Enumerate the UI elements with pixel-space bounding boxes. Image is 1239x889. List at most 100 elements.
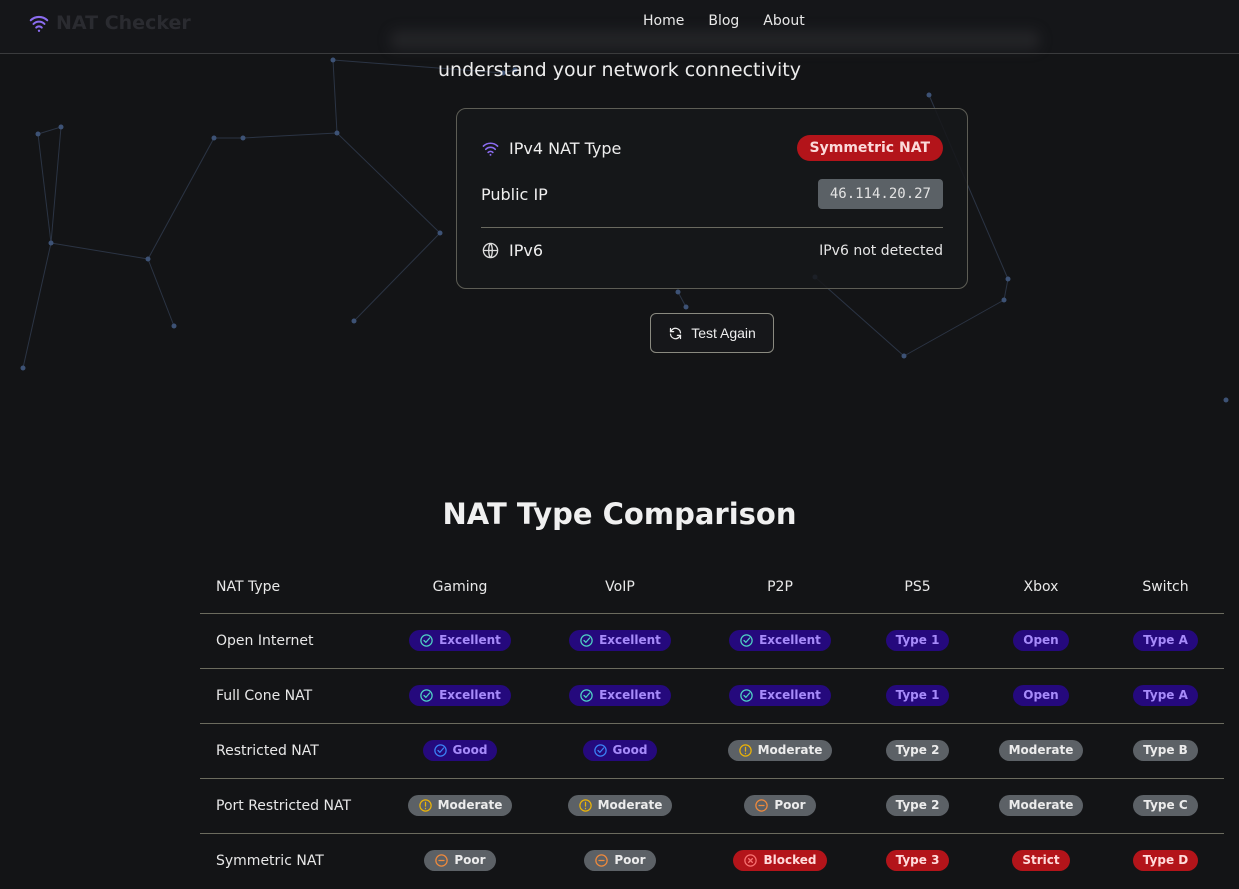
- column-header: Gaming: [380, 562, 540, 614]
- network-node: [675, 289, 681, 295]
- check-circle-icon: [740, 633, 753, 647]
- column-header: Switch: [1107, 562, 1224, 614]
- table-row: Open Internet Excellent Excellent Excellent…: [200, 613, 1224, 669]
- network-link: [903, 299, 1005, 357]
- column-header: VoIP: [540, 562, 700, 614]
- nat-type-name: Restricted NAT: [200, 723, 380, 779]
- rating-badge: Poor: [584, 849, 656, 871]
- minus-circle-icon: [435, 854, 449, 867]
- network-node: [926, 92, 932, 98]
- wifi-icon: [29, 15, 49, 32]
- result-card: IPv4 NAT Type Symmetric NAT Public IP 46…: [456, 108, 968, 289]
- network-node: [437, 230, 443, 236]
- rating-badge: Moderate: [998, 740, 1084, 761]
- column-header: NAT Type: [200, 562, 380, 614]
- rating-badge: Moderate: [407, 794, 513, 816]
- rating-label: Type 2: [895, 798, 940, 812]
- public-ip-value[interactable]: 46.114.20.27: [817, 179, 943, 209]
- check-circle-icon: [420, 633, 433, 647]
- network-link: [336, 132, 441, 234]
- rating-label: Type B: [1143, 743, 1188, 757]
- logo[interactable]: NAT Checker: [28, 12, 191, 34]
- nat-type-badge: Symmetric NAT: [796, 135, 943, 161]
- table-cell: Type 1: [860, 613, 975, 669]
- rating-label: Poor: [614, 852, 646, 867]
- rating-label: Moderate: [1008, 798, 1074, 812]
- rating-badge: Strict: [1012, 850, 1070, 872]
- table-cell: Moderate: [975, 723, 1107, 779]
- rating-badge: Open: [1013, 685, 1069, 706]
- table-cell: Type A: [1107, 613, 1224, 669]
- table-cell: Excellent: [540, 613, 700, 669]
- rating-badge: Excellent: [569, 629, 671, 651]
- check-circle-icon: [740, 688, 753, 702]
- network-node: [20, 365, 26, 371]
- table-cell: Type A: [1107, 668, 1224, 724]
- network-link: [37, 133, 52, 244]
- table-cell: Poor: [540, 833, 700, 888]
- network-link: [50, 126, 62, 244]
- table-cell: Excellent: [380, 613, 540, 669]
- network-node: [683, 304, 689, 310]
- ipv4-label: IPv4 NAT Type: [509, 138, 622, 158]
- rating-label: Type 3: [895, 853, 940, 868]
- network-node: [35, 131, 41, 137]
- main-nav: Home Blog About: [643, 13, 805, 29]
- rating-label: Moderate: [757, 742, 823, 757]
- network-node: [145, 256, 151, 262]
- table-cell: Open: [975, 613, 1107, 669]
- minus-circle-icon: [755, 798, 769, 812]
- nav-blog[interactable]: Blog: [708, 13, 740, 29]
- network-link: [22, 242, 52, 369]
- rating-badge: Type C: [1133, 795, 1198, 816]
- rating-badge: Excellent: [409, 684, 511, 706]
- nat-type-name: Open Internet: [200, 613, 380, 669]
- rating-label: Excellent: [599, 687, 661, 702]
- comparison-table: NAT Type Gaming VoIP P2P PS5 Xbox Switch Open …: [200, 562, 1224, 888]
- rating-badge: Good: [582, 739, 658, 761]
- network-link: [332, 59, 338, 134]
- table-cell: Poor: [380, 833, 540, 888]
- table-cell: Excellent: [380, 668, 540, 724]
- network-node: [334, 130, 340, 136]
- rating-badge: Excellent: [729, 684, 831, 706]
- table-cell: Strict: [975, 833, 1107, 888]
- header: NAT Checker Home Blog About: [0, 0, 1239, 54]
- rating-label: Excellent: [759, 632, 821, 647]
- rating-label: Type A: [1143, 688, 1188, 702]
- rating-badge: Poor: [744, 794, 816, 816]
- test-again-button[interactable]: Test Again: [650, 313, 774, 353]
- rating-label: Open: [1023, 633, 1059, 647]
- table-cell: Type B: [1107, 723, 1224, 779]
- nav-about[interactable]: About: [763, 13, 805, 29]
- nat-type-name: Full Cone NAT: [200, 668, 380, 724]
- rating-badge: Type 1: [885, 630, 950, 651]
- rating-badge: Type 1: [885, 685, 950, 706]
- rating-label: Type D: [1142, 853, 1189, 868]
- network-link: [242, 132, 338, 139]
- network-node: [500, 70, 506, 76]
- rating-label: Moderate: [437, 797, 503, 812]
- network-node: [240, 135, 246, 141]
- minus-circle-icon: [595, 854, 609, 867]
- network-node: [48, 240, 54, 246]
- nat-type-name: Port Restricted NAT: [200, 778, 380, 834]
- column-header: PS5: [860, 562, 975, 614]
- rating-label: Type A: [1143, 633, 1188, 647]
- alert-circle-icon: [738, 743, 752, 757]
- wifi-icon: [482, 141, 499, 156]
- column-header: P2P: [700, 562, 860, 614]
- network-node: [1005, 276, 1011, 282]
- check-circle-icon: [433, 743, 447, 757]
- globe-icon: [482, 242, 499, 259]
- table-cell: Moderate: [380, 778, 540, 834]
- test-again-label: Test Again: [691, 325, 756, 341]
- rating-badge: Type 3: [885, 850, 950, 872]
- network-link: [37, 126, 62, 135]
- network-node: [211, 135, 217, 141]
- table-cell: Moderate: [975, 778, 1107, 834]
- network-link: [1003, 278, 1009, 301]
- nav-home[interactable]: Home: [643, 13, 685, 29]
- table-cell: Excellent: [540, 668, 700, 724]
- table-cell: Excellent: [700, 668, 860, 724]
